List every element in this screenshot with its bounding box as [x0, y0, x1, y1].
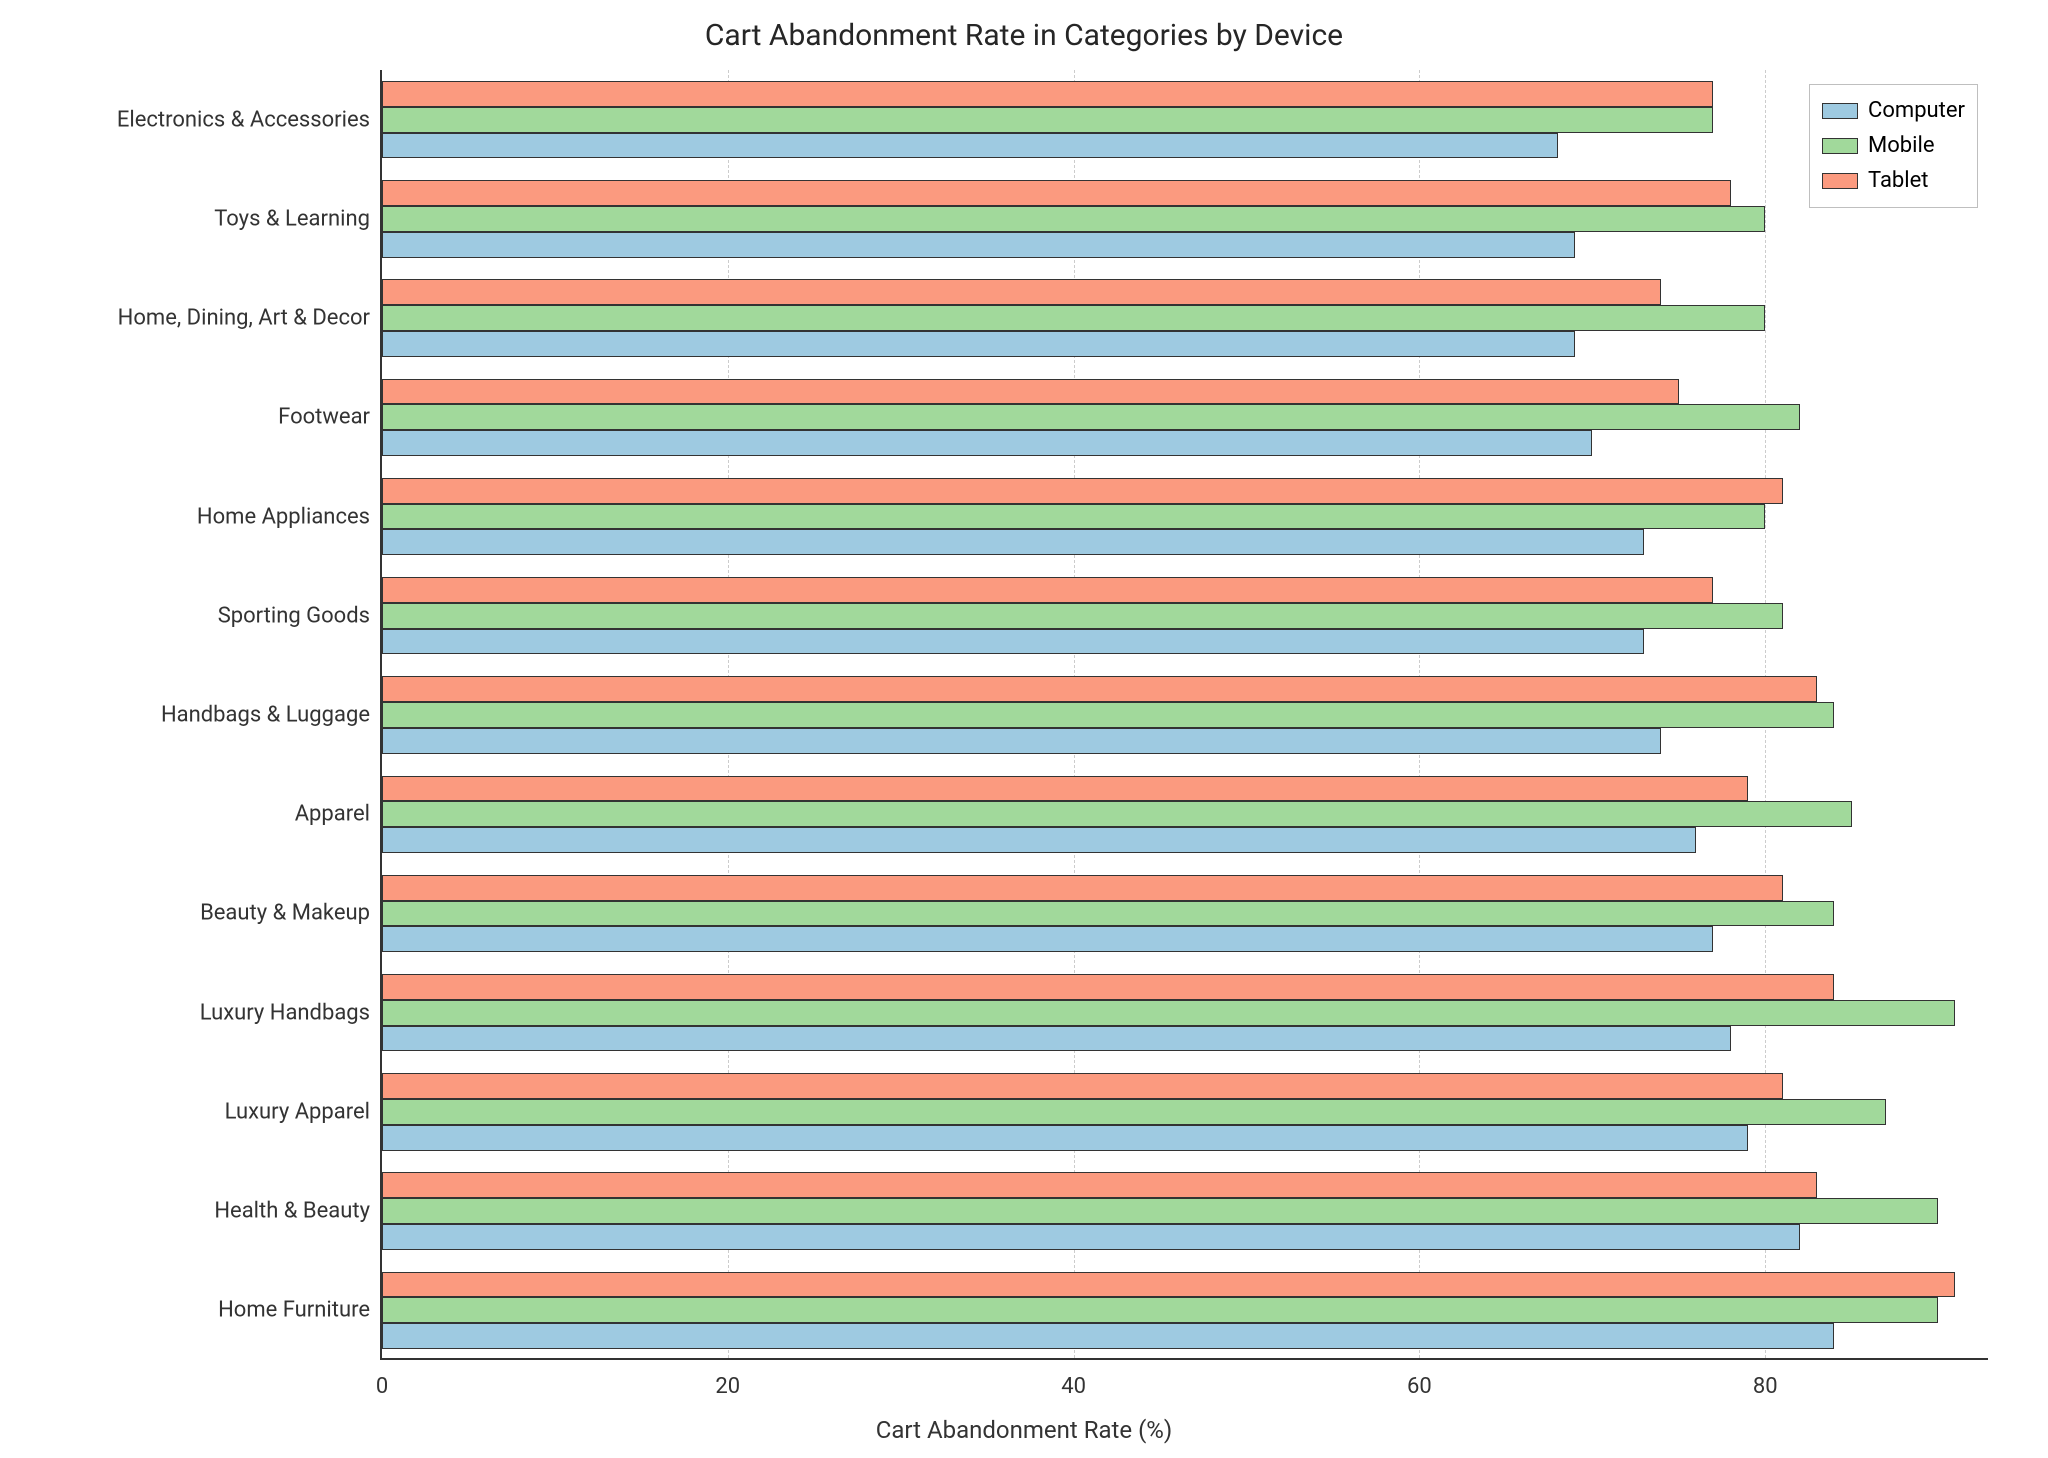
bar-computer	[382, 430, 1592, 456]
bar-computer	[382, 1026, 1731, 1052]
bar-mobile	[382, 404, 1800, 430]
bar-tablet	[382, 81, 1713, 107]
category-label: Luxury Apparel	[225, 1099, 382, 1124]
bar-mobile	[382, 1297, 1938, 1323]
bar-tablet	[382, 379, 1679, 405]
bar-computer	[382, 133, 1558, 159]
category-label: Luxury Handbags	[200, 1000, 382, 1025]
category-label: Apparel	[295, 802, 382, 827]
legend-swatch	[1822, 103, 1858, 119]
legend-swatch	[1822, 173, 1858, 189]
category-label: Toys & Learning	[214, 206, 382, 231]
bar-computer	[382, 232, 1575, 258]
bar-computer	[382, 629, 1644, 655]
legend-label: Mobile	[1868, 128, 1934, 163]
bar-tablet	[382, 478, 1783, 504]
bar-mobile	[382, 107, 1713, 133]
bar-mobile	[382, 901, 1834, 927]
bar-computer	[382, 331, 1575, 357]
category-label: Footwear	[278, 405, 382, 430]
bar-tablet	[382, 279, 1661, 305]
category-label: Home, Dining, Art & Decor	[118, 306, 382, 331]
bar-mobile	[382, 801, 1852, 827]
category-label: Handbags & Luggage	[161, 703, 382, 728]
bar-computer	[382, 1323, 1834, 1349]
bar-computer	[382, 1224, 1800, 1250]
x-tick-label: 60	[1407, 1374, 1432, 1399]
bar-computer	[382, 728, 1661, 754]
bar-mobile	[382, 305, 1765, 331]
bar-tablet	[382, 1073, 1783, 1099]
bar-tablet	[382, 974, 1834, 1000]
bar-computer	[382, 827, 1696, 853]
x-tick-label: 20	[715, 1374, 740, 1399]
bar-tablet	[382, 676, 1817, 702]
legend-item: Computer	[1822, 93, 1965, 128]
plot-area: 020406080Home FurnitureHealth & BeautyLu…	[380, 70, 1988, 1360]
bar-tablet	[382, 577, 1713, 603]
bar-tablet	[382, 1172, 1817, 1198]
bar-mobile	[382, 603, 1783, 629]
legend-item: Mobile	[1822, 128, 1965, 163]
x-axis-label: Cart Abandonment Rate (%)	[0, 1416, 2048, 1444]
bar-mobile	[382, 206, 1765, 232]
bar-mobile	[382, 1198, 1938, 1224]
bar-tablet	[382, 1272, 1955, 1298]
bar-mobile	[382, 1099, 1886, 1125]
category-label: Beauty & Makeup	[200, 901, 382, 926]
category-label: Electronics & Accessories	[117, 107, 382, 132]
bar-computer	[382, 529, 1644, 555]
bar-mobile	[382, 504, 1765, 530]
x-tick-label: 0	[376, 1374, 388, 1399]
legend-label: Tablet	[1868, 163, 1928, 198]
legend: ComputerMobileTablet	[1809, 84, 1978, 208]
bar-computer	[382, 1125, 1748, 1151]
category-label: Sporting Goods	[218, 603, 382, 628]
category-label: Health & Beauty	[214, 1199, 382, 1224]
bar-mobile	[382, 702, 1834, 728]
bar-tablet	[382, 180, 1731, 206]
chart-title: Cart Abandonment Rate in Categories by D…	[0, 18, 2048, 53]
bar-computer	[382, 926, 1713, 952]
chart-container: Cart Abandonment Rate in Categories by D…	[0, 0, 2048, 1458]
x-tick-label: 40	[1061, 1374, 1086, 1399]
category-label: Home Furniture	[218, 1298, 382, 1323]
category-label: Home Appliances	[197, 504, 382, 529]
legend-item: Tablet	[1822, 163, 1965, 198]
legend-label: Computer	[1868, 93, 1965, 128]
legend-swatch	[1822, 138, 1858, 154]
bar-tablet	[382, 875, 1783, 901]
x-tick-label: 80	[1753, 1374, 1778, 1399]
bar-mobile	[382, 1000, 1955, 1026]
bar-tablet	[382, 776, 1748, 802]
